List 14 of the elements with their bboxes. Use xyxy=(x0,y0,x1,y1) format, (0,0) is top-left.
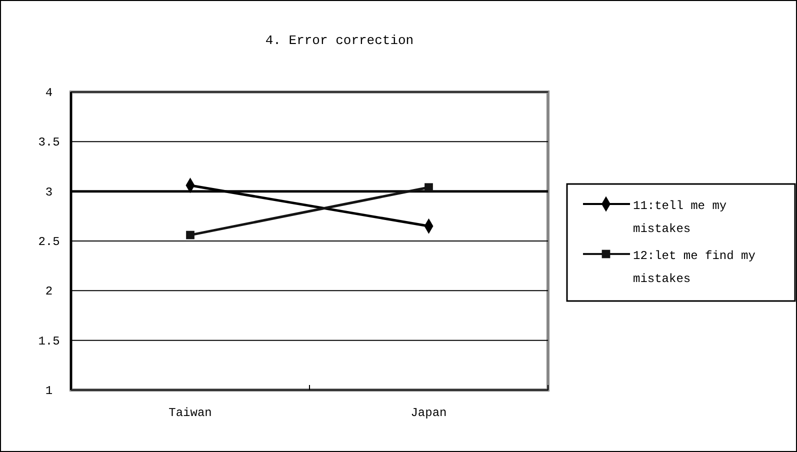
point xyxy=(424,183,433,192)
x-tick-label: Japan xyxy=(410,406,447,420)
chart-title: 4. Error correction xyxy=(265,33,414,48)
y-tick-label: 2.5 xyxy=(38,235,60,249)
y-tick-label: 3 xyxy=(45,185,53,200)
y-tick-label: 1.5 xyxy=(38,334,60,348)
y-tick-label: 4 xyxy=(45,86,53,100)
point xyxy=(186,230,194,240)
y-tick-label: 1 xyxy=(45,384,53,398)
x-tick-label: Taiwan xyxy=(168,406,212,420)
legend-label: 12:let me find my mistakes xyxy=(633,249,756,286)
y-tick-label: 3.5 xyxy=(38,136,60,150)
legend-label: 11:tell me my mistakes xyxy=(633,199,727,236)
y-tick-label: 2 xyxy=(45,284,53,299)
